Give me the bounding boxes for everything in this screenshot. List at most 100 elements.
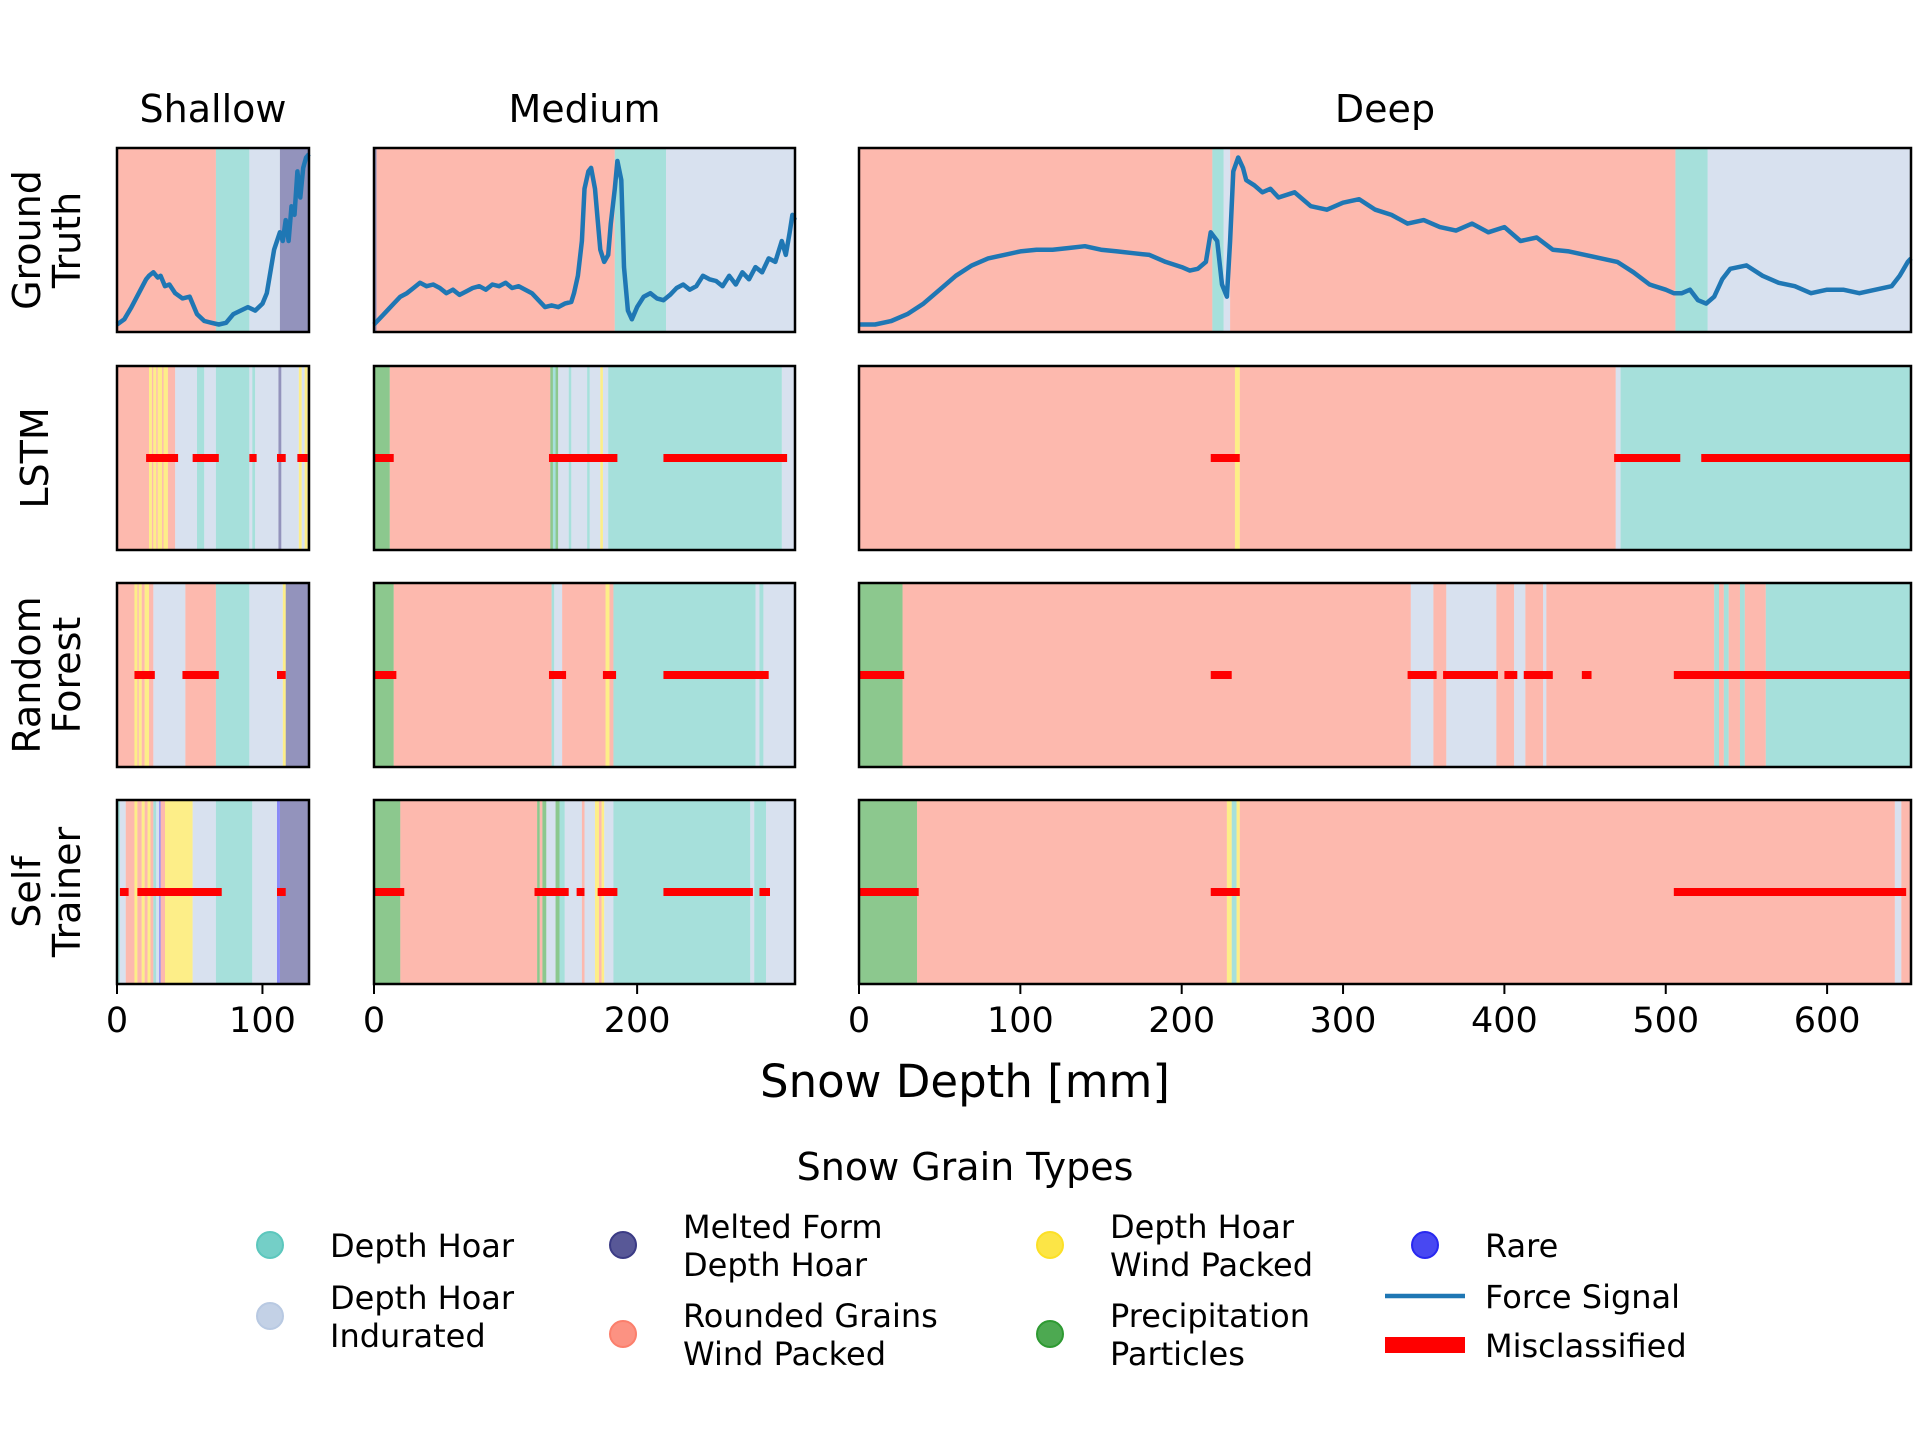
x-tick-label: 100 [987,1001,1054,1041]
band-depth_hoar [215,583,250,767]
legend-label: Wind Packed [683,1335,886,1373]
legend-marker [609,1320,637,1348]
band-rounded_grains_wind_packed [389,366,551,550]
band-rounded_grains_wind_packed [1433,583,1447,767]
legend-label: Wind Packed [1110,1246,1313,1284]
legend-label: Force Signal [1485,1278,1680,1316]
panel-frame [372,581,797,769]
panel-frame [115,364,311,552]
band-depth_hoar [117,800,120,984]
column-title-medium: Medium [509,87,661,131]
force-signal-line [859,155,1913,327]
force-signal-line [115,152,311,327]
band-melted_form_depth_hoar [374,148,377,332]
x-axis-label: Snow Depth [mm] [760,1055,1170,1108]
band-depth_hoar_indurated [1707,148,1911,332]
panel-self-trainer-medium [372,798,797,986]
x-tick-label: 0 [848,1001,870,1041]
x-tick-label: 600 [1794,1001,1861,1041]
band-rounded_grains_wind_packed [1239,366,1616,550]
band-depth_hoar_indurated [255,366,279,550]
panels-layer [115,146,1913,986]
panel-ground-truth-shallow [115,146,311,334]
panel-random-forest-deep [857,581,1913,769]
force-signal-line [372,158,798,327]
band-depth_hoar [215,800,253,984]
legend-label: Melted Form [683,1208,883,1246]
band-depth_hoar_indurated [1223,148,1231,332]
band-depth_hoar_wind_packed [134,800,138,984]
panel-ground-truth-deep [857,146,1913,334]
band-rounded_grains_wind_packed [562,583,606,767]
legend-label: Depth Hoar [1110,1208,1295,1246]
panel-frame [857,364,1913,552]
band-rounded_grains_wind_packed [376,148,615,332]
band-depth_hoar_indurated [153,583,186,767]
legend-label: Indurated [330,1317,486,1355]
band-depth_hoar_indurated [584,800,596,984]
panel-frame [372,146,797,334]
panel-frame [115,146,311,334]
legend-label: Depth Hoar [683,1246,868,1284]
row-label-ground-truth: Ground [5,170,49,310]
row-label-random-forest: Forest [45,617,89,734]
band-depth_hoar_indurated [1514,583,1526,767]
band-rounded_grains_wind_packed [400,800,538,984]
panel-random-forest-medium [372,581,797,769]
row-label-ground-truth: Truth [45,192,89,289]
band-depth_hoar_wind_packed [595,800,599,984]
x-tick-label: 400 [1471,1001,1538,1041]
panel-self-trainer-shallow [115,798,311,986]
panel-self-trainer-deep [857,798,1913,986]
band-depth_hoar_indurated [175,366,197,550]
legend-label: Depth Hoar [330,1279,515,1317]
legend-title: Snow Grain Types [797,1145,1134,1189]
legend-label: Rounded Grains [683,1297,938,1335]
legend-label: Misclassified [1485,1327,1687,1365]
band-rounded_grains_wind_packed [917,800,1227,984]
band-rounded_grains_wind_packed [117,366,149,550]
band-depth_hoar_indurated [784,366,795,550]
legend-item-rare: Rare [1411,1227,1558,1265]
legend-item-depth_hoar: Depth Hoar [256,1227,515,1265]
x-tick-label: 0 [363,1001,385,1041]
band-depth_hoar_indurated [666,148,795,332]
band-rounded_grains_wind_packed [902,583,1411,767]
band-depth_hoar_indurated [281,366,299,550]
band-rounded_grains_wind_packed [859,148,1213,332]
x-tick-label: 500 [1632,1001,1699,1041]
x-tick-label: 200 [1148,1001,1215,1041]
legend-label: Particles [1110,1335,1245,1373]
panel-random-forest-shallow [115,581,311,769]
legend-marker [256,1302,284,1330]
band-rounded_grains_wind_packed [117,583,135,767]
legend-marker [256,1231,284,1259]
panel-frame [857,581,1913,769]
column-title-deep: Deep [1335,87,1435,131]
panel-frame [857,798,1913,986]
band-depth_hoar_indurated [766,800,795,984]
row-label-self-trainer: Self [5,855,49,928]
band-depth_hoar_indurated [252,800,277,984]
band-rounded_grains_wind_packed [393,583,552,767]
row-label-self-trainer: Trainer [45,827,89,959]
panel-lstm-medium [372,364,797,552]
legend-marker [1036,1231,1064,1259]
labels-layer: Shallow 0 100 Medium 0 200 Deep 0 100 200 300 400 50… [5,87,1861,1041]
band-rounded_grains_wind_packed [125,800,135,984]
column-title-shallow: Shallow [140,87,287,131]
band-rounded_grains_wind_packed [1230,148,1676,332]
x-tick-label: 100 [229,1001,296,1041]
band-depth_hoar [215,366,250,550]
band-melted_form_depth_hoar [285,583,309,767]
legend-label: Rare [1485,1227,1558,1265]
panel-lstm-deep [857,364,1913,552]
row-label-random-forest: Random [5,596,49,753]
legend-marker [1411,1231,1439,1259]
